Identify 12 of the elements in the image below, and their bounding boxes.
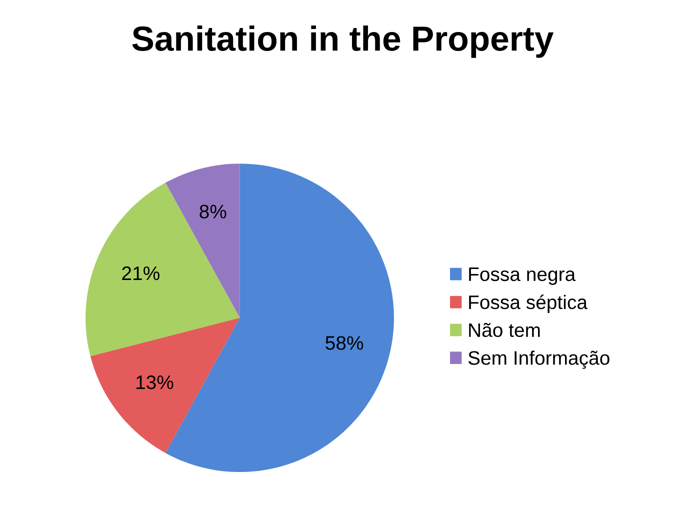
data-label: 21% (122, 266, 160, 280)
pie-slice (90, 318, 240, 453)
chart-title: Sanitation in the Property (132, 25, 554, 58)
legend-label: Fossa séptica (469, 294, 588, 314)
legend-label: Fossa negra (469, 268, 576, 285)
data-label: 8% (200, 204, 226, 218)
legend-label: Não tem (469, 322, 540, 338)
data-label: 13% (136, 375, 174, 390)
legend-label: Sem Informação (468, 350, 610, 369)
data-label: 58% (326, 336, 364, 350)
pie-slice (165, 164, 240, 318)
pie-slice (86, 182, 240, 356)
